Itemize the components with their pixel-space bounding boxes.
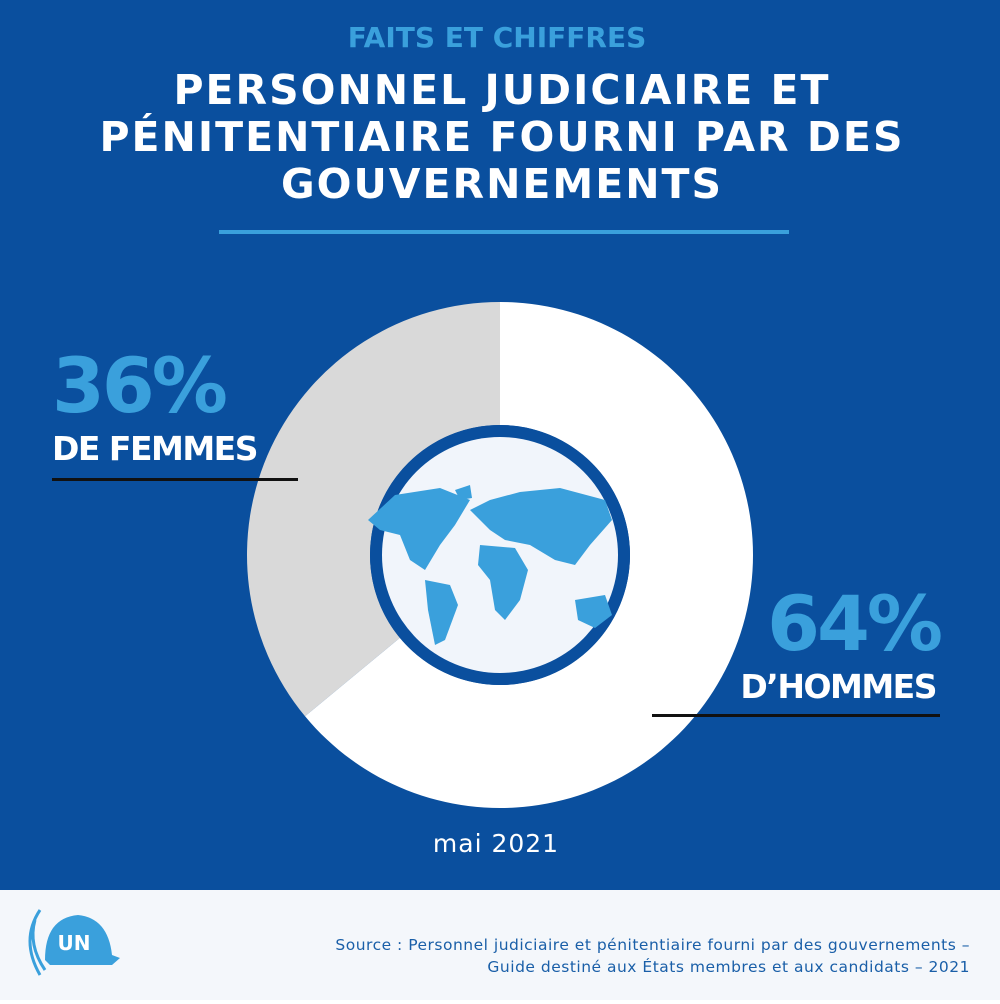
- category-label: D’HOMMES: [740, 667, 936, 706]
- category-label: DE FEMMES: [52, 429, 257, 468]
- donut-chart: [246, 302, 753, 808]
- label-underline: [52, 478, 298, 481]
- value-label: 64%: [767, 579, 941, 668]
- label-underline: [652, 714, 940, 717]
- title-line: GOUVERNEMENTS: [281, 160, 723, 208]
- date: mai 2021: [433, 829, 559, 858]
- donut-segment: [246, 302, 500, 717]
- footer-background: [0, 890, 1000, 1000]
- title-line: PÉNITENTIAIRE FOURNI PAR DES: [100, 113, 905, 161]
- value-label: 36%: [52, 341, 226, 430]
- donut-segment: [305, 302, 753, 808]
- divider: [219, 230, 789, 234]
- source-line: Guide destiné aux États membres et aux c…: [487, 957, 970, 976]
- title-line: PERSONNEL JUDICIAIRE ET: [173, 66, 830, 114]
- kicker: FAITS ET CHIFFRES: [348, 21, 647, 54]
- un-logo: UN: [28, 909, 120, 976]
- logo-text: UN: [58, 931, 91, 955]
- world-map: [368, 485, 612, 645]
- source-line: Source : Personnel judiciaire et péniten…: [335, 936, 970, 954]
